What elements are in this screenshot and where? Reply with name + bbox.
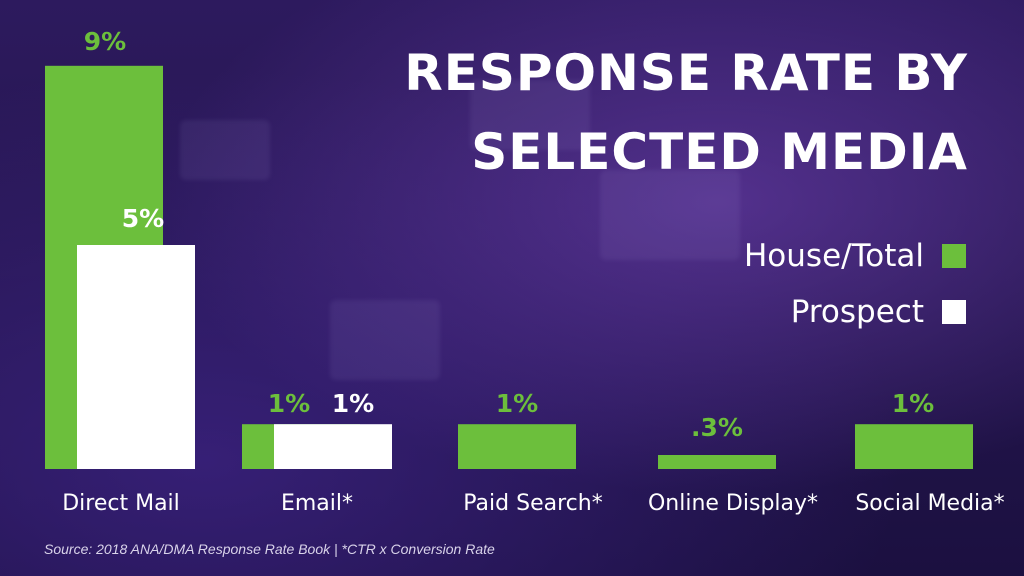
- background-blur: [330, 300, 440, 380]
- bar-social-media-house-total: [855, 424, 973, 469]
- background-blur: [180, 120, 270, 180]
- bar-direct-mail-prospect: [77, 245, 195, 469]
- data-label-email-prospect: 1%: [332, 389, 374, 418]
- data-label-paid-search-house-total: 1%: [496, 389, 538, 418]
- category-label-email: Email*: [281, 491, 353, 516]
- data-label-online-display-house-total: .3%: [691, 413, 743, 442]
- background-blur: [600, 170, 740, 260]
- category-label-paid-search: Paid Search*: [463, 491, 602, 516]
- legend-label: Prospect: [790, 294, 924, 330]
- legend-label: House/Total: [744, 238, 924, 274]
- legend-item-house-total: House/Total: [744, 238, 966, 274]
- background-blur: [470, 80, 590, 150]
- data-label-direct-mail-house-total: 9%: [84, 27, 126, 56]
- chart-title-line-2: SELECTED MEDIA: [471, 123, 968, 181]
- bar-email-prospect: [274, 424, 392, 469]
- category-label-online-display: Online Display*: [648, 491, 818, 516]
- legend-swatch: [942, 300, 966, 324]
- bar-paid-search-house-total: [458, 424, 576, 469]
- bar-online-display-house-total: [658, 455, 776, 469]
- source-footnote: Source: 2018 ANA/DMA Response Rate Book …: [44, 541, 495, 557]
- legend-item-prospect: Prospect: [791, 294, 966, 330]
- data-label-social-media-house-total: 1%: [892, 389, 934, 418]
- category-label-social-media: Social Media*: [855, 491, 1004, 516]
- category-label-direct-mail: Direct Mail: [62, 491, 180, 516]
- legend-swatch: [942, 244, 966, 268]
- chart-title-line-1: RESPONSE RATE BY: [404, 44, 968, 102]
- data-label-email-house-total: 1%: [268, 389, 310, 418]
- data-label-direct-mail-prospect: 5%: [122, 204, 164, 233]
